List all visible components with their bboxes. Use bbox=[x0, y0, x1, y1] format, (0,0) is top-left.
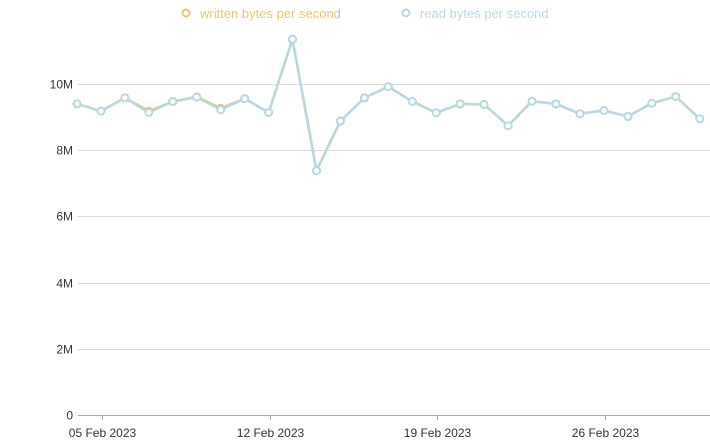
data-point[interactable] bbox=[575, 109, 585, 119]
data-point[interactable] bbox=[527, 96, 537, 106]
x-tick-label: 26 Feb 2023 bbox=[572, 426, 640, 440]
data-point[interactable] bbox=[216, 105, 226, 115]
data-point[interactable] bbox=[120, 93, 130, 103]
data-point[interactable] bbox=[168, 97, 178, 106]
x-tick-label: 19 Feb 2023 bbox=[404, 426, 472, 440]
y-tick-label: 8M bbox=[56, 144, 73, 158]
data-point[interactable] bbox=[431, 108, 441, 118]
legend-item-written[interactable]: written bytes per second bbox=[181, 6, 341, 21]
legend: written bytes per second read bytes per s… bbox=[181, 6, 549, 21]
x-tick-label: 05 Feb 2023 bbox=[69, 426, 137, 440]
data-point[interactable] bbox=[144, 108, 154, 117]
data-point[interactable] bbox=[551, 99, 561, 109]
legend-item-read[interactable]: read bytes per second bbox=[401, 6, 549, 21]
data-point[interactable] bbox=[647, 98, 657, 108]
legend-marker-icon bbox=[401, 8, 411, 18]
data-point[interactable] bbox=[72, 99, 82, 109]
data-point[interactable] bbox=[623, 111, 633, 121]
legend-label: written bytes per second bbox=[199, 6, 341, 21]
data-point[interactable] bbox=[383, 82, 393, 92]
data-point[interactable] bbox=[264, 108, 274, 117]
data-point[interactable] bbox=[359, 93, 369, 103]
data-point[interactable] bbox=[671, 92, 681, 102]
y-tick-label: 0 bbox=[66, 409, 73, 423]
gridlines bbox=[78, 84, 710, 416]
data-point[interactable] bbox=[335, 116, 345, 126]
data-point[interactable] bbox=[312, 166, 321, 176]
data-point[interactable] bbox=[240, 94, 250, 104]
y-tick-label: 10M bbox=[50, 78, 73, 92]
y-tick-label: 4M bbox=[56, 277, 73, 291]
legend-label: read bytes per second bbox=[420, 6, 549, 21]
legend-marker-icon bbox=[181, 8, 191, 18]
y-tick-label: 2M bbox=[56, 343, 73, 357]
x-tick-label: 12 Feb 2023 bbox=[237, 426, 305, 440]
y-tick-label: 6M bbox=[56, 210, 73, 224]
data-point[interactable] bbox=[455, 99, 465, 109]
data-point[interactable] bbox=[479, 100, 489, 109]
data-point[interactable] bbox=[192, 92, 202, 102]
y-axis: 0 2M 4M 6M 8M 10M bbox=[50, 78, 74, 423]
data-point[interactable] bbox=[503, 121, 513, 131]
data-point[interactable] bbox=[96, 106, 106, 116]
x-axis: 05 Feb 2023 12 Feb 2023 19 Feb 2023 26 Feb … bbox=[69, 415, 640, 440]
data-point[interactable] bbox=[695, 114, 705, 124]
series-layer bbox=[72, 34, 705, 176]
data-point[interactable] bbox=[407, 97, 417, 106]
data-point[interactable] bbox=[288, 34, 297, 44]
data-point[interactable] bbox=[599, 106, 609, 115]
